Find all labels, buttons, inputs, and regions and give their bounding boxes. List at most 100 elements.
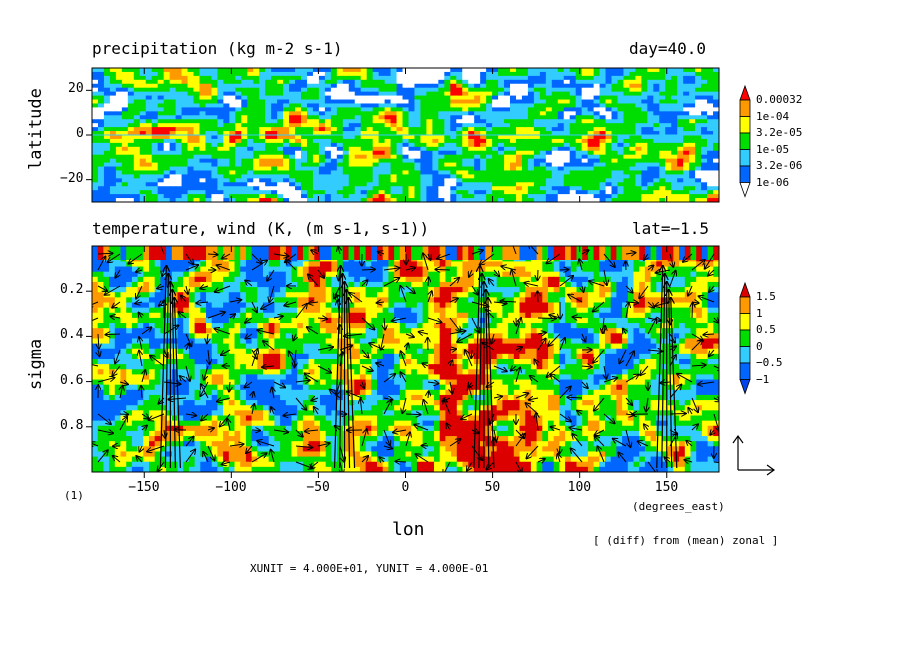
precip-cell bbox=[563, 158, 571, 164]
precip-cell bbox=[569, 158, 577, 164]
precip-cell bbox=[551, 79, 559, 85]
precip-cell bbox=[498, 83, 505, 89]
temperature-cell bbox=[223, 297, 230, 304]
precip-cell bbox=[671, 162, 678, 168]
precip-cell bbox=[306, 138, 314, 144]
precip-cell bbox=[581, 190, 589, 195]
precip-cell bbox=[318, 190, 326, 195]
precip-cell bbox=[217, 142, 224, 148]
precip-cell bbox=[175, 174, 183, 179]
temperature-cell bbox=[188, 281, 196, 288]
precip-cell bbox=[557, 95, 565, 101]
precip-cell bbox=[444, 138, 451, 144]
precip-cell bbox=[92, 79, 99, 85]
precip-cell bbox=[175, 150, 183, 156]
precip-cell bbox=[103, 162, 111, 168]
precip-cell bbox=[235, 198, 242, 202]
precip-cell bbox=[277, 142, 284, 148]
temperature-cell bbox=[451, 261, 458, 268]
precip-cell bbox=[426, 146, 433, 152]
precip-cell bbox=[199, 111, 207, 116]
precip-cell bbox=[121, 68, 129, 73]
precip-cell bbox=[695, 166, 702, 172]
precip-cell bbox=[348, 107, 356, 112]
precip-cell bbox=[259, 198, 266, 202]
temperature-cell bbox=[126, 276, 133, 283]
temperature-cell bbox=[513, 292, 521, 298]
precip-cell bbox=[707, 166, 714, 172]
precip-cell bbox=[492, 123, 499, 128]
temperature-cell bbox=[285, 261, 293, 268]
temperature-cell bbox=[491, 302, 498, 309]
temperature-cell bbox=[166, 276, 173, 283]
precip-cell bbox=[163, 119, 171, 124]
temperature-cell bbox=[188, 276, 196, 283]
precip-cell bbox=[133, 135, 141, 140]
temperature-cell bbox=[206, 307, 213, 314]
precip-cell bbox=[653, 162, 660, 168]
precip-cell bbox=[551, 166, 559, 172]
precip-cell bbox=[450, 127, 457, 132]
temperature-cell bbox=[553, 297, 560, 304]
precip-cell bbox=[450, 138, 457, 144]
precip-cell bbox=[181, 135, 189, 140]
precip-cell bbox=[492, 115, 499, 120]
precip-cell bbox=[181, 158, 189, 164]
precip-cell bbox=[390, 178, 398, 183]
precip-cell bbox=[414, 68, 422, 73]
precip-cell bbox=[92, 138, 99, 144]
precip-cell bbox=[247, 87, 254, 93]
precip-cell bbox=[217, 182, 224, 187]
temperature-cell bbox=[394, 302, 401, 309]
precip-cell bbox=[641, 131, 648, 136]
precip-cell bbox=[707, 119, 714, 124]
temperature-cell bbox=[411, 287, 418, 293]
precip-cell bbox=[175, 75, 183, 81]
precip-cell bbox=[659, 190, 666, 195]
precip-cell bbox=[468, 182, 475, 187]
precip-cell bbox=[629, 91, 636, 97]
precip-cell bbox=[97, 166, 105, 172]
temperature-cell bbox=[593, 297, 600, 304]
precip-cell bbox=[510, 142, 517, 148]
precip-cell bbox=[283, 75, 290, 81]
precip-cell bbox=[324, 123, 332, 128]
precip-cell bbox=[521, 127, 529, 132]
precip-cell bbox=[175, 119, 183, 124]
temperature-cell bbox=[382, 297, 389, 304]
precip-cell bbox=[97, 154, 105, 160]
precip-cell bbox=[647, 115, 654, 120]
precip-cell bbox=[432, 194, 439, 199]
precip-cell bbox=[444, 107, 451, 112]
precip-cell bbox=[306, 127, 314, 132]
precip-cell bbox=[283, 127, 290, 132]
precip-cell bbox=[205, 123, 213, 128]
precip-cell bbox=[205, 162, 213, 168]
precip-cell bbox=[545, 166, 553, 172]
precip-cell bbox=[253, 138, 260, 144]
precip-cell bbox=[629, 135, 636, 140]
precip-cell bbox=[683, 87, 690, 93]
precip-cell bbox=[318, 146, 326, 152]
precip-cell bbox=[187, 142, 195, 148]
precip-cell bbox=[306, 194, 314, 199]
precip-cell bbox=[109, 182, 117, 187]
temperature-cell bbox=[320, 297, 327, 304]
precip-cell bbox=[414, 103, 422, 109]
temperature-cell bbox=[411, 266, 418, 273]
precip-cell bbox=[587, 103, 595, 109]
precip-cell bbox=[653, 71, 660, 77]
precip-cell bbox=[145, 166, 153, 172]
precip-cell bbox=[683, 83, 690, 89]
precip-cell bbox=[235, 135, 242, 140]
temperature-cell bbox=[553, 287, 560, 293]
precip-cell bbox=[629, 194, 636, 199]
precip-cell bbox=[121, 194, 129, 199]
precip-cell bbox=[241, 170, 248, 176]
precip-cell bbox=[515, 99, 523, 105]
precip-cell bbox=[163, 158, 171, 164]
temperature-cell bbox=[582, 276, 589, 283]
precip-cell bbox=[217, 170, 224, 176]
precip-cell bbox=[181, 68, 189, 73]
precip-cell bbox=[569, 154, 577, 160]
